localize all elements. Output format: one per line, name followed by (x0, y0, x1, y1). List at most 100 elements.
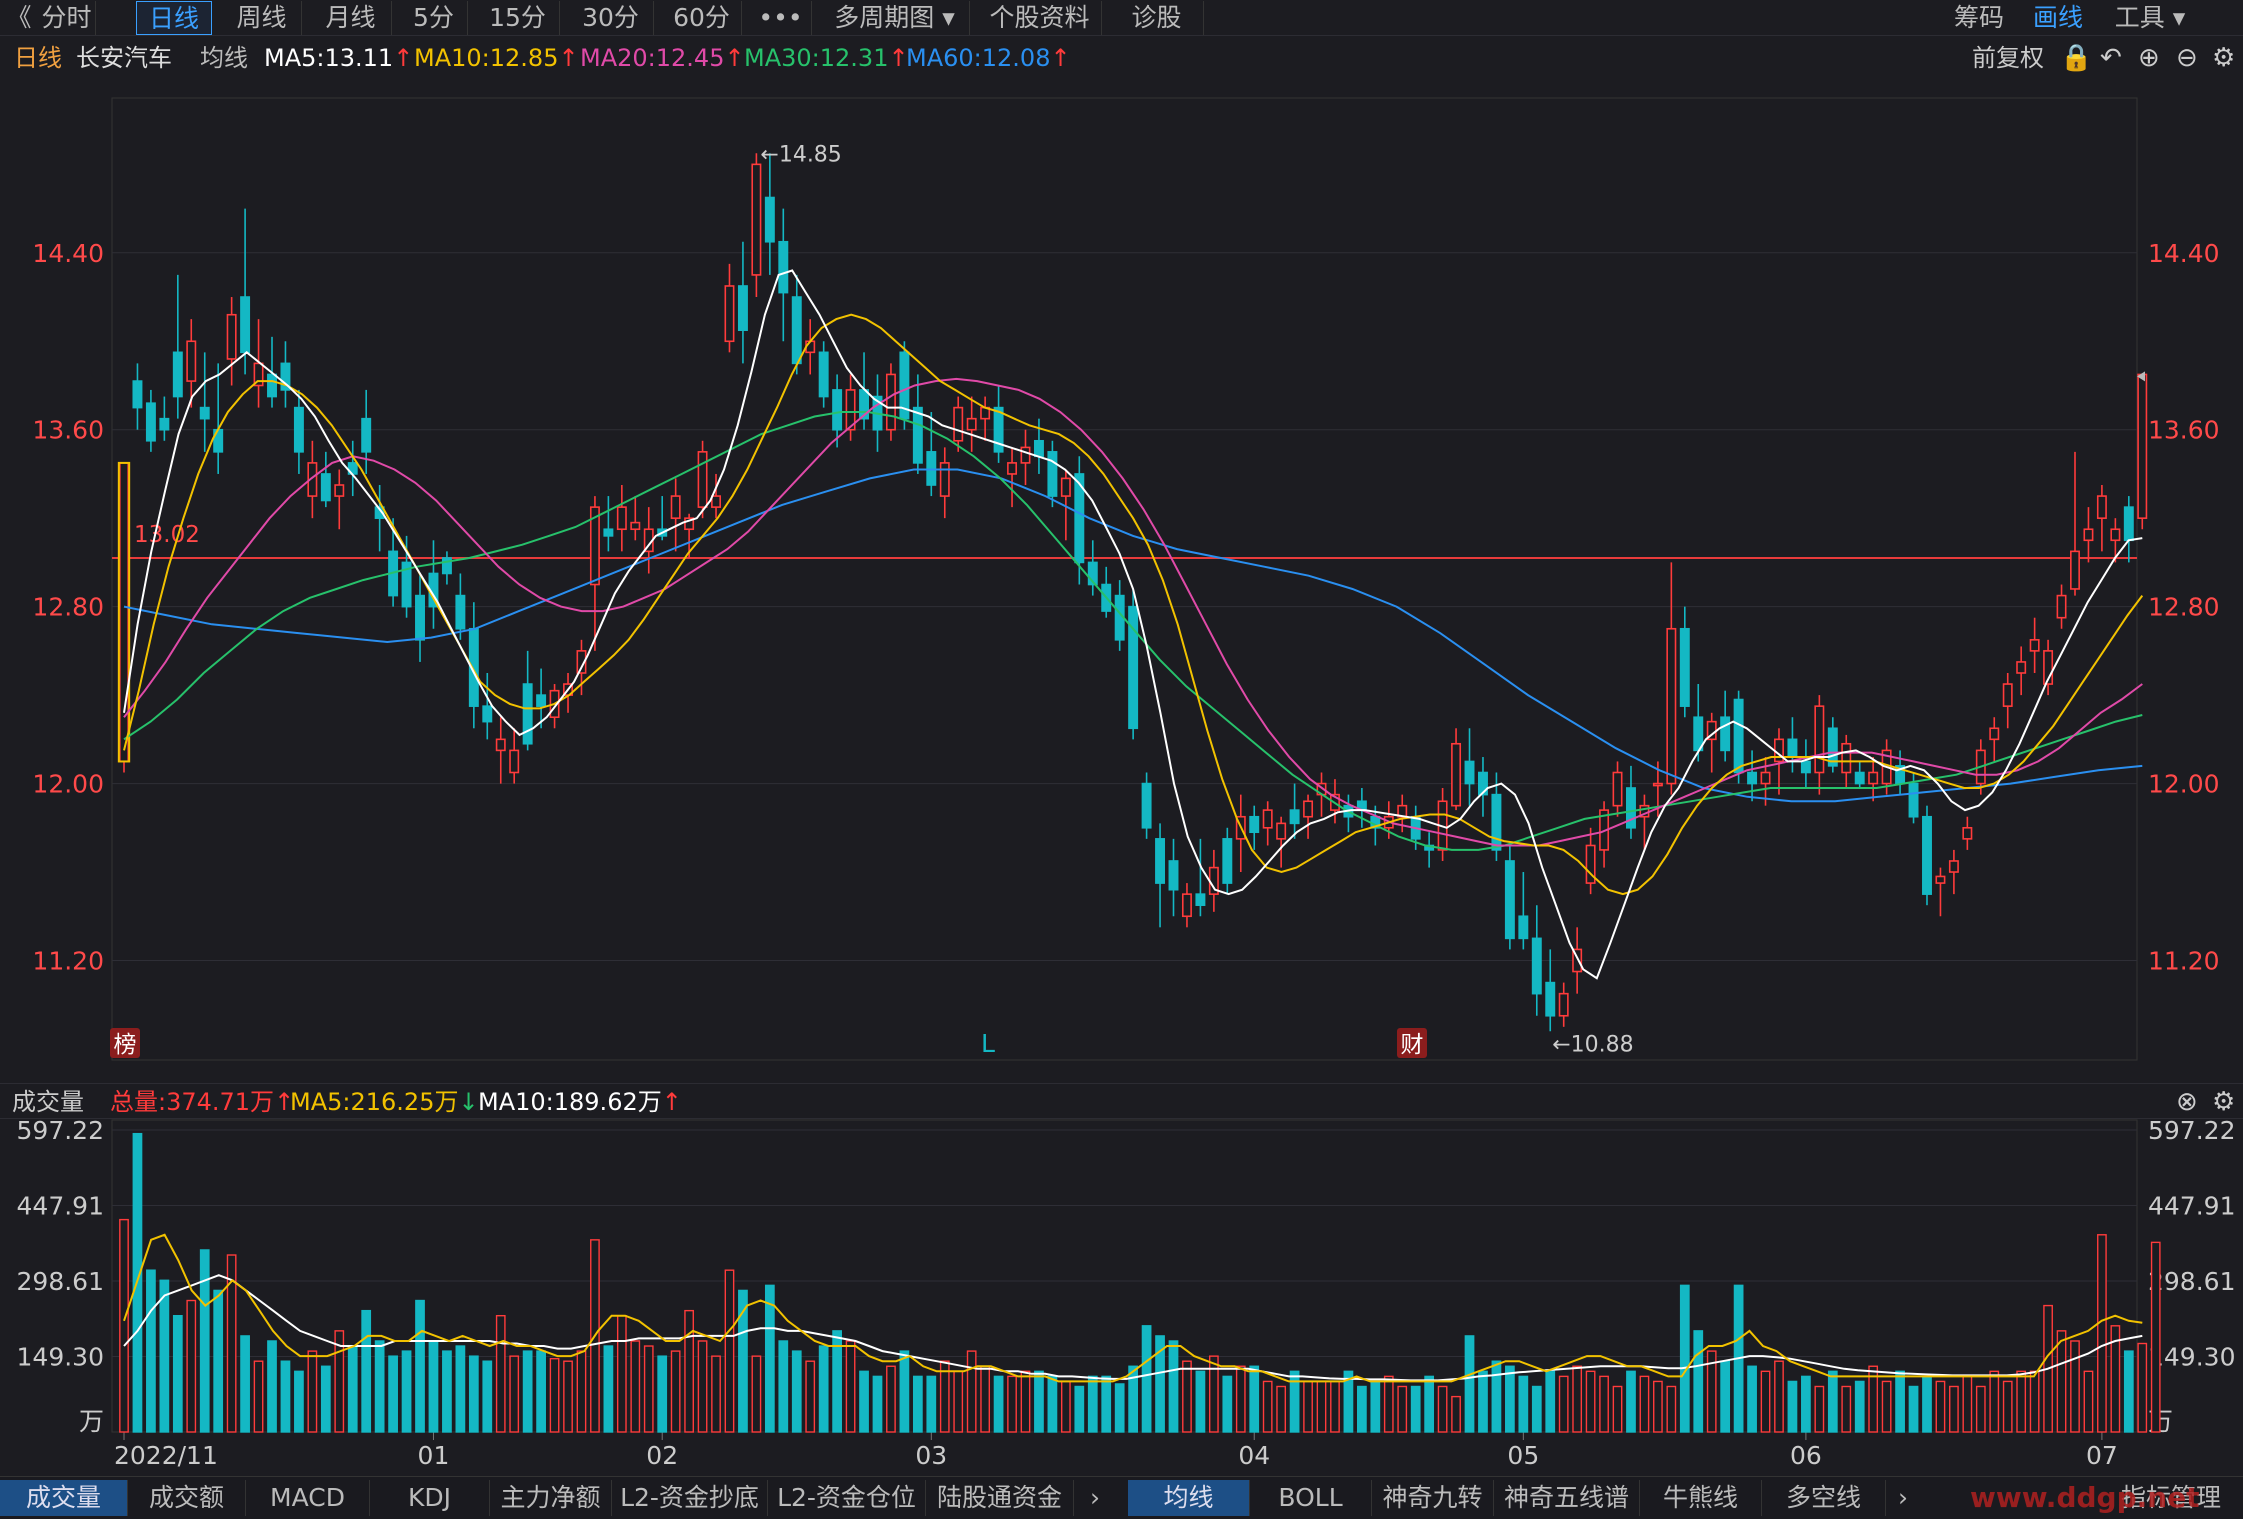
volume-bar (2123, 1350, 2134, 1433)
zoom-in-icon[interactable]: ⊕ (2138, 43, 2160, 73)
candle-body (1289, 809, 1300, 825)
candle-body (885, 373, 896, 431)
candle-body (993, 406, 1004, 453)
kline-chart[interactable]: 14.40 14.40 13.60 13.60 12.80 12.80 12.00 12.00… (0, 0, 2243, 1476)
tab-turnover[interactable]: 成交额 (128, 1480, 246, 1516)
draw-line-button[interactable]: 画线 (2032, 3, 2083, 32)
volume-bar (832, 1330, 842, 1433)
ma60-line (123, 468, 2143, 803)
high-annotation: ←14.85 (760, 142, 841, 167)
candle-body (2016, 661, 2027, 674)
volume-bar (455, 1345, 466, 1433)
volume-bar (1949, 1385, 1959, 1433)
volume-bar (1666, 1385, 1677, 1433)
candle-body (818, 351, 829, 398)
undo-icon[interactable]: ↶ (2100, 43, 2122, 73)
chips-button[interactable]: 筹码 (1953, 3, 2004, 32)
volume-bar (522, 1350, 533, 1433)
tab-l2-position[interactable]: L2-资金仓位 (768, 1480, 926, 1516)
volume-bar (1343, 1370, 1354, 1433)
volume-bar (1101, 1375, 1112, 1433)
y-tick-label-left: 14.40 (32, 239, 104, 268)
volume-bar (886, 1365, 896, 1433)
candle-body (939, 462, 950, 497)
volume-bar (1975, 1385, 1986, 1433)
candle-body (1908, 782, 1919, 818)
volume-bar (1841, 1385, 1852, 1433)
candle-body (455, 594, 466, 630)
candle-body (603, 528, 614, 537)
tab-hk-connect[interactable]: 陆股通资金 (926, 1480, 1074, 1516)
candle-body (253, 362, 264, 387)
candle-body (267, 373, 277, 398)
volume-tick-right: 447.91 (2148, 1192, 2235, 1221)
tab-macd[interactable]: MACD (246, 1480, 370, 1516)
candle-body (1854, 771, 1865, 785)
volume-bar (2150, 1241, 2161, 1433)
multi-period-dropdown[interactable]: 多周期图 ▾ (820, 1, 970, 35)
volume-bar (1679, 1284, 1690, 1433)
volume-bar (1316, 1380, 1327, 1433)
lock-icon[interactable]: 🔒 (2060, 43, 2093, 73)
candle-body (1531, 937, 1542, 995)
volume-bar (442, 1350, 452, 1433)
chevron-right-icon[interactable]: › (1090, 1483, 1100, 1512)
tab-daily[interactable]: 日线 (136, 1, 212, 35)
tab-magic-five[interactable]: 神奇五线谱 (1494, 1480, 1640, 1516)
volume-bar (1827, 1370, 1838, 1433)
tab-60min[interactable]: 60分 (662, 1, 742, 35)
candle-body (791, 296, 802, 365)
indicator-manage-button[interactable]: 指标管理 (2120, 1483, 2221, 1512)
close-icon[interactable]: ⊗ (2176, 1087, 2198, 1117)
chevron-left-icon[interactable] (1896, 1480, 1926, 1516)
tab-ma[interactable]: 均线 (1128, 1480, 1250, 1516)
volume-bar (1289, 1370, 1300, 1433)
tab-magic-nine[interactable]: 神奇九转 (1372, 1480, 1494, 1516)
volume-unit-left: 万 (79, 1407, 104, 1436)
candle-body (697, 451, 708, 508)
candle-body (1128, 605, 1139, 730)
volume-bar (1908, 1385, 1919, 1433)
tab-boll[interactable]: BOLL (1250, 1480, 1372, 1516)
tab-stock-info[interactable]: 个股资料 (978, 1, 1102, 35)
tab-weekly[interactable]: 周线 (222, 1, 302, 35)
candle-body (2043, 650, 2054, 685)
volume-bar (280, 1360, 291, 1433)
chevron-right-icon-2[interactable]: › (1898, 1483, 1908, 1512)
tab-5min[interactable]: 5分 (400, 1, 468, 35)
adjust-dropdown[interactable]: 前复权 (1972, 44, 2044, 72)
tab-diagnose[interactable]: 诊股 (1110, 1, 1204, 35)
candle-body (1504, 860, 1515, 940)
back-icon[interactable]: 《 (6, 3, 32, 32)
tab-volume[interactable]: 成交量 (0, 1480, 128, 1516)
volume-settings-icon[interactable]: ⚙ (2212, 1087, 2236, 1117)
tab-fenshi[interactable]: 分时 (38, 1, 96, 35)
volume-bar (1437, 1385, 1448, 1433)
settings-icon[interactable]: ⚙ (2212, 43, 2236, 73)
tools-dropdown[interactable]: 工具 ▾ (2114, 3, 2186, 32)
event-badge-bang-label: 榜 (114, 1032, 137, 1058)
volume-bar (778, 1340, 789, 1433)
volume-bar (186, 1299, 197, 1433)
x-tick-label: 07 (2086, 1441, 2118, 1470)
volume-ma5: MA5:216.25万↓ (290, 1088, 479, 1116)
tab-long-short[interactable]: 多空线 (1762, 1480, 1886, 1516)
tab-l2-bottom[interactable]: L2-资金抄底 (612, 1480, 768, 1516)
tab-main-net[interactable]: 主力净额 (490, 1480, 612, 1516)
tab-30min[interactable]: 30分 (568, 1, 654, 35)
zoom-out-icon[interactable]: ⊖ (2176, 43, 2198, 73)
more-icon[interactable]: ••• (750, 1, 812, 35)
volume-bar (1182, 1360, 1192, 1433)
volume-bar (374, 1340, 385, 1433)
candle-body (2002, 683, 2013, 707)
tab-monthly[interactable]: 月线 (310, 1, 392, 35)
candle-body (361, 417, 372, 453)
volume-bar (226, 1254, 237, 1433)
tab-15min[interactable]: 15分 (476, 1, 560, 35)
tab-kdj[interactable]: KDJ (370, 1480, 490, 1516)
volume-bar (1128, 1365, 1139, 1433)
volume-bar (899, 1350, 910, 1433)
volume-bar (1814, 1385, 1825, 1433)
volume-bar (240, 1335, 250, 1433)
tab-bull-bear[interactable]: 牛熊线 (1640, 1480, 1762, 1516)
